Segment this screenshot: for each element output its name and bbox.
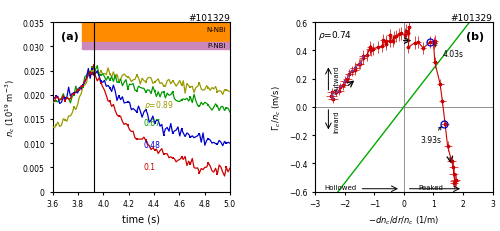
Text: 0.1: 0.1 [144, 163, 156, 172]
Text: $\rho$=0.74: $\rho$=0.74 [318, 29, 352, 42]
Bar [82, 42, 230, 50]
Text: 0.67: 0.67 [144, 118, 160, 127]
Text: $\rho$=0.89: $\rho$=0.89 [144, 98, 173, 111]
X-axis label: $-dn_c/dr/n_c\ \mathrm{(1/m)}$: $-dn_c/dr/n_c\ \mathrm{(1/m)}$ [368, 214, 440, 226]
Y-axis label: $n_c\ (10^{19}\ \mathrm{m}^{-3})$: $n_c\ (10^{19}\ \mathrm{m}^{-3})$ [4, 79, 18, 136]
Text: Inward: Inward [334, 110, 340, 133]
Text: Hollowed: Hollowed [324, 184, 356, 190]
Bar [82, 23, 230, 42]
Title: #101329: #101329 [188, 14, 230, 23]
Text: 3.93s: 3.93s [420, 127, 442, 145]
X-axis label: time (s): time (s) [122, 214, 160, 224]
Title: #101329: #101329 [450, 14, 492, 23]
Text: 0.48: 0.48 [144, 140, 160, 149]
Text: (b): (b) [466, 31, 484, 42]
Text: 4.03s: 4.03s [434, 45, 463, 59]
Text: (a): (a) [62, 31, 79, 42]
Y-axis label: $\Gamma_c/n_c\ \mathrm{(m/s)}$: $\Gamma_c/n_c\ \mathrm{(m/s)}$ [271, 85, 283, 130]
Text: P-NBI: P-NBI [208, 43, 226, 49]
Text: Outward: Outward [334, 65, 340, 93]
Text: N-NBI: N-NBI [206, 27, 226, 33]
Text: Peaked: Peaked [418, 184, 443, 190]
